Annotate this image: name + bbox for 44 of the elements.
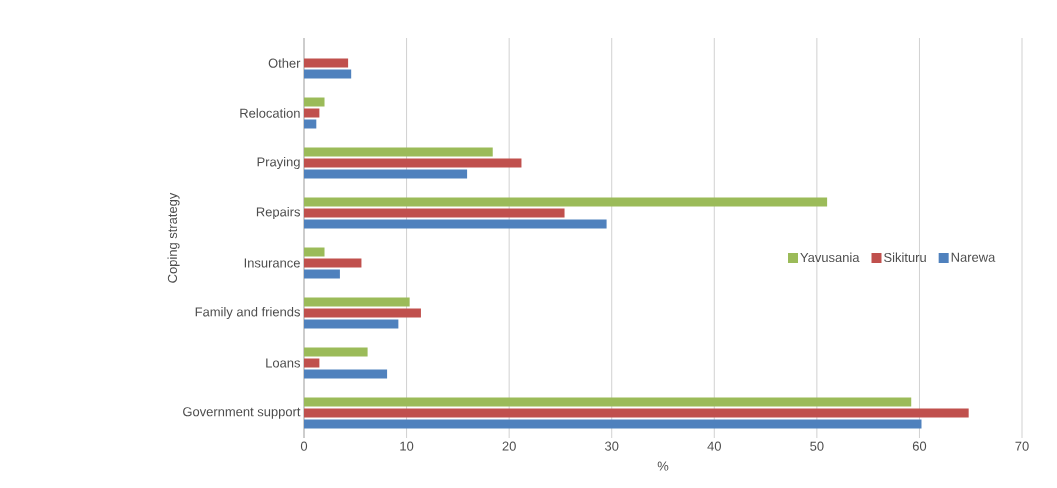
y-tick-label: Loans (266, 358, 301, 368)
bar (304, 308, 421, 318)
legend-label: Sikituru (884, 252, 926, 263)
legend-label: Narewa (951, 252, 996, 262)
bar (304, 158, 522, 168)
x-tick-label: 50 (810, 441, 824, 451)
x-tick-label: 70 (1015, 441, 1029, 451)
bar (304, 258, 362, 268)
bar (304, 319, 399, 329)
y-tick-label: Repairs (256, 206, 301, 220)
bar (304, 419, 922, 429)
legend-label: Yavusania (800, 252, 860, 263)
x-tick-label: 30 (605, 441, 619, 451)
y-tick-label: Other (268, 58, 301, 68)
bar (304, 408, 969, 418)
y-tick-label: Family and friends (195, 306, 300, 320)
bar (304, 147, 493, 157)
y-tick-label: Government support (183, 407, 301, 419)
bar (304, 119, 317, 129)
bar (304, 208, 565, 218)
x-tick-label: 10 (400, 441, 414, 451)
bar (304, 247, 325, 257)
x-tick-label: 40 (707, 441, 721, 451)
bar (304, 69, 352, 79)
bar (304, 219, 607, 229)
y-tick-label: Praying (257, 156, 300, 170)
y-tick-label: Relocation (240, 108, 300, 118)
bar (304, 97, 325, 107)
bar (304, 108, 320, 118)
bar (304, 347, 368, 357)
bar (304, 397, 912, 407)
y-tick-label: Insurance (244, 258, 300, 268)
x-tick-label: 60 (912, 441, 927, 451)
bar (304, 369, 388, 379)
bar (304, 358, 320, 368)
bar (304, 169, 468, 179)
bar (304, 197, 828, 207)
y-axis-title: Coping strategy (167, 192, 180, 283)
x-tick-label: 20 (502, 441, 516, 451)
bar (304, 297, 410, 307)
bar (304, 269, 340, 279)
x-tick-label: 0 (300, 441, 308, 451)
x-axis-title: % (657, 461, 669, 471)
bar (304, 58, 349, 68)
